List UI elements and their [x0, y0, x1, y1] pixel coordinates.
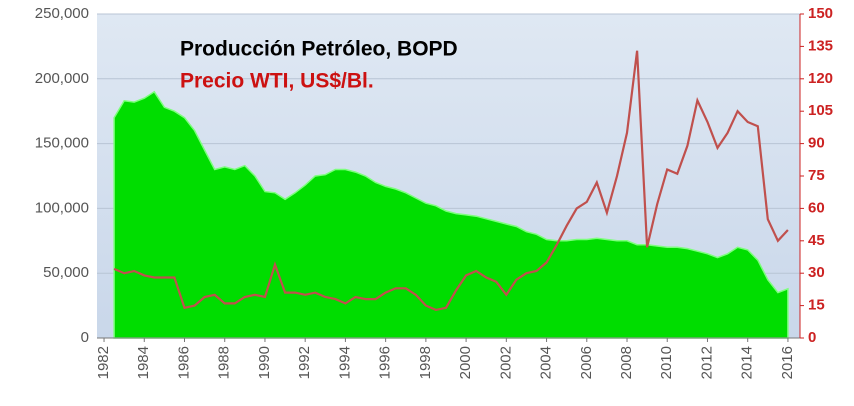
- y-tick-label: 0: [81, 329, 89, 346]
- y2-tick-label: 0: [808, 329, 816, 346]
- x-tick-label: 1990: [256, 346, 273, 379]
- y2-tick-label: 105: [808, 102, 833, 119]
- x-tick-label: 1988: [216, 346, 233, 379]
- x-tick-label: 2016: [779, 346, 796, 379]
- x-tick-label: 2008: [618, 346, 635, 379]
- x-tick-label: 2004: [538, 346, 555, 379]
- x-tick-label: 2006: [578, 346, 595, 379]
- y2-tick-label: 75: [808, 167, 825, 184]
- x-tick-label: 2012: [698, 346, 715, 379]
- x-tick-label: 2002: [497, 346, 514, 379]
- x-tick-label: 1984: [135, 346, 152, 379]
- x-tick-label: 1998: [417, 346, 434, 379]
- x-tick-label: 1994: [336, 346, 353, 379]
- production-area: [113, 90, 789, 339]
- chart-subtitle: Precio WTI, US$/Bl.: [180, 70, 374, 93]
- y2-tick-label: 45: [808, 232, 825, 249]
- x-tick-label: 2010: [658, 346, 675, 379]
- price-line: [113, 50, 789, 312]
- y2-tick-label: 30: [808, 264, 825, 281]
- x-tick-label: 1992: [296, 346, 313, 379]
- x-tick-label: 2000: [457, 346, 474, 379]
- x-tick-label: 1986: [175, 346, 192, 379]
- x-tick-label: 2014: [739, 346, 756, 379]
- y2-tick-label: 135: [808, 37, 833, 54]
- y2-tick-label: 120: [808, 70, 833, 87]
- y-tick-label: 50,000: [43, 264, 89, 281]
- y-tick-label: 100,000: [35, 199, 89, 216]
- y2-tick-label: 150: [808, 5, 833, 22]
- chart-title: Producción Petróleo, BOPD: [180, 38, 458, 61]
- y2-tick-label: 90: [808, 135, 825, 152]
- x-tick-label: 1982: [95, 346, 112, 379]
- y2-tick-label: 15: [808, 297, 825, 314]
- x-tick-label: 1996: [377, 346, 394, 379]
- y-tick-label: 200,000: [35, 70, 89, 87]
- y-tick-label: 150,000: [35, 135, 89, 152]
- y-tick-label: 250,000: [35, 5, 89, 22]
- y2-tick-label: 60: [808, 199, 825, 216]
